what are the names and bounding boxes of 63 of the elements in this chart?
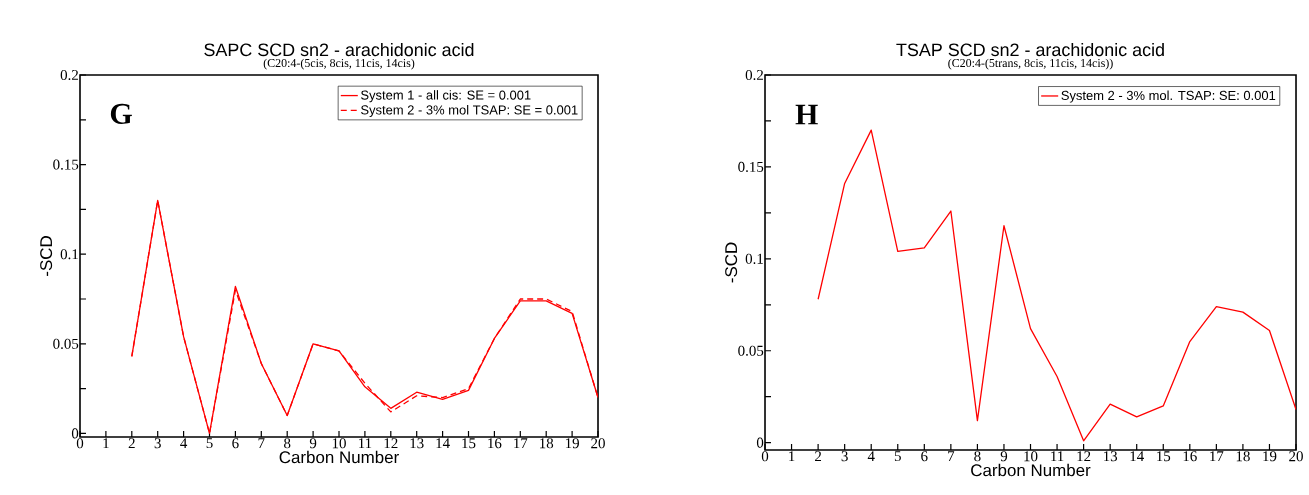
legend-label: System 2 - 3% mol. TSAP: SE: 0.001 — [1061, 90, 1276, 103]
x-tick-label: 10 — [332, 438, 346, 449]
x-tick-label: 6 — [921, 451, 928, 462]
x-tick-label: 4 — [180, 438, 188, 449]
line-series — [817, 129, 1297, 442]
x-tick-label: 14 — [436, 438, 450, 449]
y-tick-label: 0.15 — [53, 159, 79, 170]
legend-label: System 2 - 3% mol TSAP: SE = 0.001 — [361, 105, 578, 118]
x-tick-label: 9 — [1000, 451, 1008, 462]
legend-label: System 1 - all cis: SE = 0.001 — [361, 90, 531, 103]
x-tick-label: 13 — [1104, 451, 1118, 462]
x-tick-label: 20 — [1289, 451, 1303, 462]
x-tick-label: 15 — [462, 438, 476, 449]
x-axis-title: Carbon Number — [279, 450, 399, 464]
y-tick-label: 0.05 — [738, 345, 764, 356]
x-tick-label: 5 — [894, 451, 901, 462]
x-tick-label: 14 — [1130, 451, 1144, 462]
x-tick-label: 16 — [488, 438, 502, 449]
x-tick-label: 11 — [359, 438, 372, 449]
y-tick-label: 0.15 — [738, 161, 764, 172]
x-tick-label: 8 — [284, 438, 291, 449]
x-tick-label: 17 — [514, 438, 528, 449]
x-tick-label: 16 — [1183, 451, 1197, 462]
x-tick-label: 20 — [591, 438, 605, 449]
chart-title: TSAP SCD sn2 - arachidonic acid — [896, 42, 1164, 57]
x-tick-label: 3 — [154, 438, 161, 449]
chart-subtitle: (C20:4-(5trans, 8cis, 11cis, 14cis)) — [948, 58, 1113, 70]
x-tick-label: 1 — [103, 438, 109, 449]
chart-title: SAPC SCD sn2 - arachidonic acid — [204, 42, 474, 57]
x-tick-label: 18 — [540, 438, 554, 449]
x-tick-label: 2 — [128, 438, 135, 449]
x-tick-label: 17 — [1210, 451, 1224, 462]
annotation: G — [110, 103, 132, 124]
x-tick-label: 5 — [206, 438, 213, 449]
x-tick-label: 19 — [1263, 451, 1277, 462]
x-tick-label: 12 — [1077, 451, 1091, 462]
x-tick-label: 19 — [565, 438, 579, 449]
x-tick-label: 8 — [974, 451, 981, 462]
x-tick-label: 4 — [867, 451, 875, 462]
x-tick-label: 10 — [1024, 451, 1038, 462]
x-tick-label: 11 — [1051, 451, 1064, 462]
y-tick-label: 0.2 — [745, 69, 763, 81]
x-tick-label: 1 — [789, 451, 795, 462]
y-tick-label: 0.1 — [60, 249, 78, 260]
y-tick-label: 0 — [71, 428, 79, 439]
x-tick-label: 3 — [841, 451, 848, 462]
y-axis-title: -SCD — [40, 236, 53, 276]
x-tick-label: 7 — [948, 451, 955, 461]
x-tick-label: 12 — [384, 438, 398, 449]
chart-subtitle: (C20:4-(5cis, 8cis, 11cis, 14cis) — [263, 58, 415, 70]
x-tick-label: 18 — [1236, 451, 1250, 462]
x-axis-title: Carbon Number — [971, 463, 1091, 477]
x-tick-label: 7 — [258, 438, 265, 448]
x-tick-label: 13 — [410, 438, 424, 449]
y-tick-label: 0.2 — [60, 69, 78, 81]
x-tick-label: 9 — [309, 438, 317, 449]
x-tick-label: 6 — [232, 438, 239, 449]
x-tick-label: 15 — [1157, 451, 1171, 462]
y-axis-title: -SCD — [725, 242, 738, 283]
x-tick-label: 2 — [815, 451, 822, 462]
annotation: H — [795, 104, 818, 125]
y-tick-label: 0.1 — [745, 253, 763, 264]
y-tick-label: 0.05 — [53, 338, 79, 349]
